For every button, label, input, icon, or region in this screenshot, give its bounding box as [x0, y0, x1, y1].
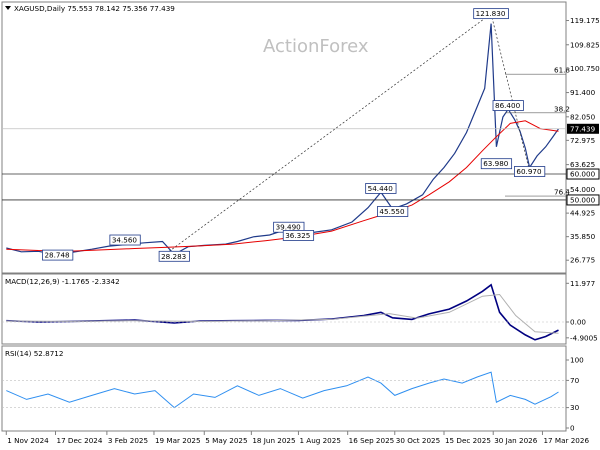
y-tick-label: 91.400 [570, 88, 596, 97]
y-tick-label: 109.825 [570, 40, 600, 49]
y-tick-label: 30 [570, 403, 580, 412]
rsi-panel-frame [1, 345, 567, 432]
rsi-line [6, 371, 559, 409]
macd-signal-line [6, 293, 559, 334]
y-tick-label: 63.625 [570, 160, 595, 169]
price-label: 86.400 [495, 101, 521, 110]
y-tick-label: 35.850 [570, 232, 596, 241]
x-tick-label: 30 Jan 2026 [494, 436, 538, 445]
price-label: 34.560 [112, 236, 138, 245]
price-label: 39.490 [276, 223, 302, 232]
macd-panel-frame [1, 273, 567, 345]
y-tick-label: 82.050 [570, 112, 596, 121]
y-tick-label: 100.750 [570, 64, 600, 73]
level-label-box [566, 168, 600, 180]
x-tick-label: 16 Sep 2025 [349, 436, 395, 445]
price-label-box [377, 206, 409, 217]
level-label-box [566, 194, 600, 206]
price-plot: 61.8 38.2 76.4 121.830 86.400 63.980 60.970 54.… [2, 8, 570, 262]
x-tick-label: 30 Oct 2025 [396, 436, 440, 445]
price-panel-title: XAGUSD,Daily 75.553 78.142 75.356 77.439 [14, 4, 175, 13]
price-label-box [492, 100, 524, 111]
x-axis: 1 Nov 2024 17 Dec 2024 3 Feb 2025 19 Mar 20… [5, 431, 589, 445]
level-label: 60.000 [570, 170, 596, 179]
current-price-box [567, 123, 599, 134]
price-label: 36.325 [285, 231, 310, 240]
y-tick-label: 26.775 [570, 256, 595, 265]
y-tick-label: 11.977 [570, 279, 595, 288]
x-tick-label: 17 Dec 2024 [57, 436, 103, 445]
price-label-box [42, 249, 74, 261]
y-tick-label: 70 [570, 376, 580, 385]
current-price-label: 77.439 [570, 124, 596, 133]
fib-label: 38.2 [554, 104, 570, 113]
y-tick-label: 119.175 [570, 16, 600, 25]
price-label: 45.550 [379, 207, 405, 216]
price-label-box [473, 8, 509, 20]
macd-plot [2, 283, 566, 341]
y-tick-label: 44.925 [570, 209, 595, 218]
price-label: 121.830 [476, 9, 506, 18]
trendline [490, 13, 530, 172]
moving-average-line [6, 120, 559, 252]
price-label-box [514, 166, 546, 177]
price-label: 28.283 [161, 252, 186, 261]
price-label: 63.980 [483, 159, 509, 168]
watermark-text: ActionForex [263, 36, 369, 57]
y-tick-label: 54.000 [570, 185, 596, 194]
rsi-panel-title: RSI(14) 52.8712 [5, 349, 63, 358]
symbol-icon [5, 6, 11, 10]
y-axes: 26.775 35.850 44.925 54.000 63.625 72.975 82.0… [566, 16, 600, 433]
level-label: 50.000 [570, 195, 596, 204]
price-label-box [365, 183, 397, 194]
y-tick-label: 0.00 [570, 318, 586, 327]
trendline [162, 13, 492, 257]
y-tick-label: 0 [570, 424, 575, 433]
x-tick-label: 1 Aug 2025 [299, 436, 340, 445]
price-label-box [282, 230, 315, 241]
macd-main-line [6, 283, 559, 341]
y-tick-label: 72.975 [570, 136, 595, 145]
x-tick-label: 15 Dec 2025 [445, 436, 491, 445]
y-tick-label: 100 [570, 356, 584, 365]
x-tick-label: 3 Feb 2025 [108, 436, 148, 445]
price-label-box [480, 158, 513, 170]
x-tick-label: 17 Mar 2026 [543, 436, 589, 445]
price-label-box [109, 234, 141, 246]
fib-label: 76.4 [554, 188, 570, 197]
x-tick-label: 19 Mar 2025 [155, 436, 201, 445]
y-tick-label: -4.9005 [570, 333, 598, 342]
x-tick-label: 5 May 2025 [205, 436, 247, 445]
macd-panel-title: MACD(12,26,9) -1.1765 -2.3342 [5, 277, 120, 286]
price-line [6, 23, 559, 256]
fib-label: 61.8 [554, 66, 570, 75]
price-label-box [158, 250, 190, 262]
price-label: 54.440 [368, 184, 394, 193]
rsi-plot [2, 371, 566, 409]
x-tick-label: 1 Nov 2024 [7, 436, 49, 445]
price-label: 28.748 [44, 251, 70, 260]
price-label: 60.970 [516, 167, 542, 176]
x-tick-label: 18 Jun 2025 [252, 436, 295, 445]
price-panel-frame [1, 1, 567, 274]
